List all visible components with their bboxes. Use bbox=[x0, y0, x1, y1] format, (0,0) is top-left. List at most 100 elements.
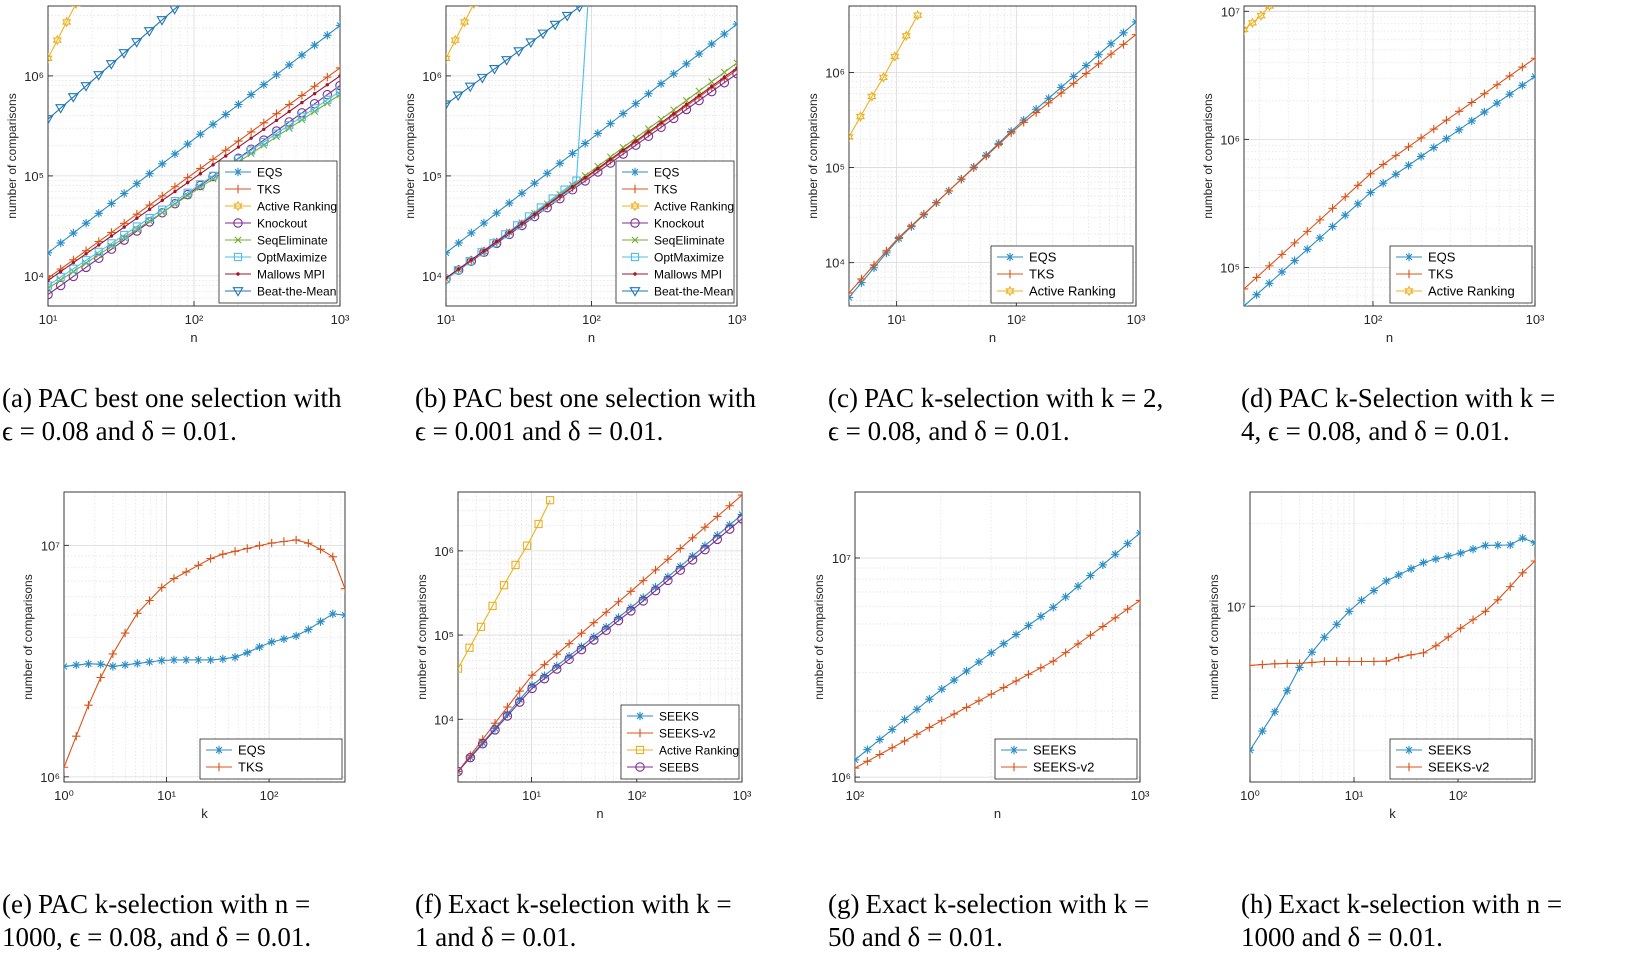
data-point bbox=[1265, 261, 1274, 271]
data-point bbox=[1081, 69, 1091, 78]
legend-entry: TKS bbox=[257, 183, 280, 197]
legend-marker bbox=[214, 762, 224, 772]
data-point bbox=[722, 75, 727, 79]
legend-box bbox=[1389, 738, 1533, 780]
data-point bbox=[120, 660, 130, 670]
caption-b: (b) PAC best one selection with ϵ = 0.001… bbox=[415, 382, 810, 448]
data-point bbox=[243, 544, 252, 553]
data-point bbox=[887, 743, 897, 752]
legend: EQS TKS Active Ranking bbox=[990, 245, 1134, 304]
data-point bbox=[626, 587, 636, 596]
legend-marker bbox=[1005, 252, 1015, 262]
data-point bbox=[446, 100, 452, 111]
data-point bbox=[1282, 686, 1292, 695]
data-point bbox=[173, 189, 177, 194]
data-point bbox=[619, 143, 627, 151]
data-point bbox=[300, 100, 304, 105]
data-point bbox=[587, 0, 596, 3]
chart-panel-d: 10² 10³ 10⁵ 10⁶ 10⁷ n number of comparisons EQS… bbox=[1201, 4, 1545, 345]
x-tick-label: 10² bbox=[260, 788, 279, 803]
data-point bbox=[291, 535, 301, 545]
data-point bbox=[279, 537, 289, 546]
data-point bbox=[618, 109, 628, 118]
data-point bbox=[1357, 596, 1366, 605]
data-point bbox=[695, 87, 703, 95]
data-point bbox=[105, 60, 117, 70]
x-tick-label: 10³ bbox=[728, 312, 747, 327]
data-point bbox=[120, 230, 129, 240]
data-point bbox=[925, 723, 934, 732]
data-point bbox=[1024, 621, 1033, 630]
data-point bbox=[969, 163, 978, 172]
y-tick-label: 10⁶ bbox=[825, 65, 845, 80]
legend-marker bbox=[1009, 745, 1019, 755]
data-point bbox=[488, 601, 497, 611]
chart-panel-c: 10¹ 10² 10³ 10⁴ 10⁵ 10⁶ n number of comparisons… bbox=[806, 5, 1146, 345]
data-point bbox=[185, 180, 190, 185]
data-point bbox=[564, 652, 574, 661]
data-point bbox=[1315, 233, 1325, 243]
data-point bbox=[246, 90, 256, 99]
data-point bbox=[94, 209, 103, 218]
data-point bbox=[564, 654, 574, 665]
data-point bbox=[1481, 607, 1490, 616]
data-point bbox=[580, 139, 590, 148]
data-point bbox=[183, 173, 192, 182]
data-point bbox=[634, 139, 638, 143]
legend-marker bbox=[630, 167, 640, 177]
data-point bbox=[1505, 71, 1514, 81]
series-seeks bbox=[1250, 533, 1535, 755]
data-point bbox=[1106, 39, 1116, 48]
series-line bbox=[1250, 537, 1535, 751]
y-tick-label: 10⁶ bbox=[1220, 132, 1240, 147]
series-beat-the-mean bbox=[446, 0, 596, 111]
data-point bbox=[322, 89, 333, 100]
x-tick-label: 10² bbox=[846, 788, 865, 803]
data-point bbox=[490, 725, 500, 735]
data-point bbox=[196, 164, 205, 173]
legend-marker bbox=[233, 252, 243, 262]
data-point bbox=[287, 109, 291, 114]
data-point bbox=[52, 34, 62, 46]
data-point bbox=[328, 552, 337, 562]
data-point bbox=[1518, 533, 1527, 543]
legend-marker bbox=[629, 287, 641, 297]
data-point bbox=[646, 130, 651, 134]
data-point bbox=[606, 153, 615, 161]
legend-marker bbox=[1404, 745, 1414, 755]
data-point bbox=[310, 104, 319, 113]
grid-lines bbox=[1249, 492, 1535, 782]
legend-marker bbox=[1404, 285, 1414, 297]
data-point bbox=[1036, 663, 1046, 672]
data-point bbox=[585, 0, 592, 2]
data-point bbox=[663, 575, 673, 586]
data-point bbox=[1444, 632, 1453, 642]
data-point bbox=[274, 118, 279, 123]
caption-a: (a) PAC best one selection with ϵ = 0.08 … bbox=[2, 382, 397, 448]
data-point bbox=[697, 93, 701, 98]
data-point bbox=[224, 154, 228, 158]
data-point bbox=[156, 16, 168, 26]
data-point bbox=[477, 738, 488, 749]
data-point bbox=[501, 56, 513, 66]
data-point bbox=[700, 544, 710, 555]
data-point bbox=[515, 686, 524, 696]
caption-text: PAC k-Selection with k = bbox=[1278, 383, 1556, 413]
data-point bbox=[1328, 222, 1337, 231]
data-point bbox=[540, 660, 549, 669]
data-point bbox=[1391, 170, 1401, 179]
x-tick-label: 10³ bbox=[1127, 312, 1146, 327]
data-point bbox=[456, 267, 461, 271]
data-point bbox=[863, 745, 872, 754]
data-point bbox=[912, 705, 922, 714]
y-tick-label: 10⁷ bbox=[1227, 599, 1246, 614]
data-point bbox=[552, 661, 561, 671]
data-point bbox=[577, 629, 586, 638]
series-line bbox=[64, 539, 345, 768]
data-point bbox=[135, 216, 139, 220]
data-point bbox=[1530, 54, 1535, 63]
data-point bbox=[687, 555, 698, 565]
data-point bbox=[855, 111, 866, 122]
data-point bbox=[72, 660, 81, 670]
plot-area bbox=[855, 528, 1140, 773]
